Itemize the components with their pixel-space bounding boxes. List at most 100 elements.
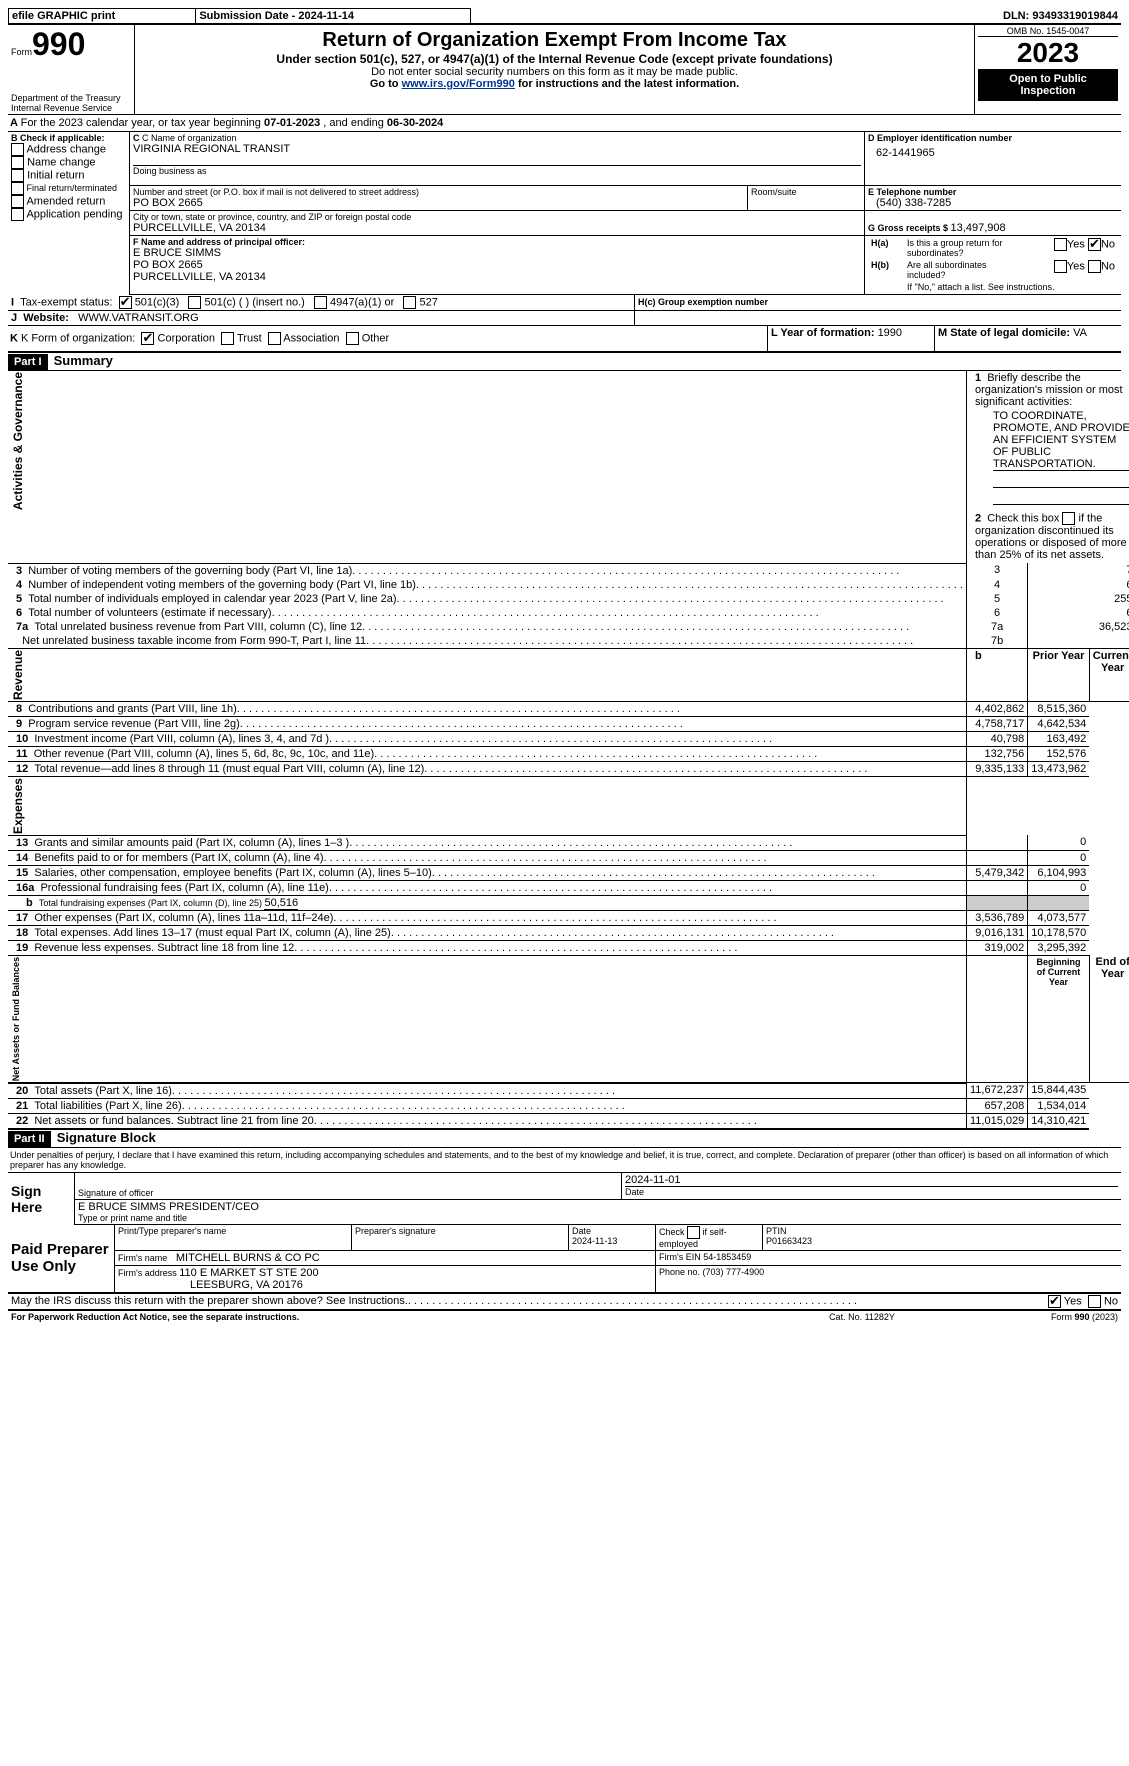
firm-name: MITCHELL BURNS & CO PC — [176, 1252, 320, 1264]
hb-label: Are all subordinates included? — [904, 259, 1022, 281]
street: PO BOX 2665 — [133, 197, 744, 209]
chk-501c3[interactable] — [119, 296, 132, 309]
discuss-yes[interactable] — [1048, 1295, 1061, 1308]
room-label: Room/suite — [748, 186, 865, 211]
col-prior: Prior Year — [1028, 648, 1090, 701]
chk-corp[interactable] — [141, 332, 154, 345]
open-inspection: Open to Public Inspection — [978, 69, 1118, 101]
city-label: City or town, state or province, country… — [133, 212, 861, 222]
box-e-label: E Telephone number — [868, 187, 1118, 197]
line-a: A For the 2023 calendar year, or tax yea… — [8, 114, 1121, 132]
ssn-warning: Do not enter social security numbers on … — [138, 66, 971, 78]
side-revenue: Revenue — [11, 650, 25, 700]
signature-table: Sign Here Signature of officer 2024-11-0… — [8, 1173, 1121, 1225]
chk-trust[interactable] — [221, 332, 234, 345]
officer-name: E BRUCE SIMMS — [133, 247, 861, 259]
side-governance: Activities & Governance — [11, 372, 25, 510]
efile-btn[interactable]: efile GRAPHIC print — [9, 9, 196, 25]
dept-irs: Internal Revenue Service — [11, 103, 131, 113]
hb-note: If "No," attach a list. See instructions… — [904, 281, 1118, 293]
form-header: Form990 Department of the Treasury Inter… — [8, 25, 1121, 114]
part1-header: Part I Summary — [8, 353, 1121, 371]
chk-501c[interactable] — [188, 296, 201, 309]
klm-row: K K Form of organization: Corporation Tr… — [8, 326, 1121, 353]
phone: (540) 338-7285 — [868, 197, 1118, 209]
preparer-table: Paid Preparer Use Only Print/Type prepar… — [8, 1225, 1121, 1294]
discuss-no[interactable] — [1088, 1295, 1101, 1308]
top-bar: efile GRAPHIC print Submission Date - 20… — [8, 8, 1121, 25]
pp-selfemp: Check if self-employed — [656, 1225, 763, 1251]
ein: 62-1441965 — [868, 143, 1118, 159]
col-begin: Beginning of Current Year — [1028, 955, 1090, 1083]
firm-addr2: LEESBURG, VA 20176 — [118, 1279, 303, 1291]
side-netassets: Net Assets or Fund Balances — [11, 957, 21, 1081]
paid-preparer: Paid Preparer Use Only — [8, 1225, 115, 1293]
form-number: 990 — [32, 26, 85, 62]
side-expenses: Expenses — [11, 778, 25, 834]
chk-other[interactable] — [346, 332, 359, 345]
street-label: Number and street (or P.O. box if mail i… — [133, 187, 744, 197]
ha-no[interactable] — [1088, 238, 1101, 251]
footer: For Paperwork Reduction Act Notice, see … — [8, 1311, 1121, 1323]
part2-header: Part II Signature Block — [8, 1130, 1121, 1148]
sig-officer-label: Signature of officer — [78, 1188, 618, 1198]
chk-application-pending[interactable]: Application pending — [11, 208, 126, 221]
chk-amended-return[interactable]: Amended return — [11, 195, 126, 208]
officer-addr2: PURCELLVILLE, VA 20134 — [133, 271, 861, 283]
box-d-label: D Employer identification number — [868, 133, 1118, 143]
dba-label: Doing business as — [133, 165, 861, 176]
hc: H(c) Group exemption number — [635, 295, 1122, 311]
box-c-name-label: C C Name of organization — [133, 133, 861, 143]
form-footer: Form 990 (2023) — [965, 1311, 1121, 1323]
dln: DLN: 93493319019844 — [915, 9, 1121, 25]
dept-treasury: Department of the Treasury — [11, 93, 131, 103]
hb-yes[interactable] — [1054, 260, 1067, 273]
pp-name-label: Print/Type preparer's name — [115, 1225, 352, 1251]
chk-selfemp[interactable] — [687, 1226, 700, 1239]
ptin: P01663423 — [766, 1236, 812, 1246]
hb-no[interactable] — [1088, 260, 1101, 273]
firm-ein: 54-1853459 — [703, 1252, 751, 1262]
form-title: Return of Organization Exempt From Incom… — [138, 29, 971, 52]
website-label: Website: — [23, 312, 72, 324]
ha-yes[interactable] — [1054, 238, 1067, 251]
chk-address-change[interactable]: Address change — [11, 143, 126, 156]
website-value: WWW.VATRANSIT.ORG — [78, 312, 199, 324]
officer-addr1: PO BOX 2665 — [133, 259, 861, 271]
declaration: Under penalties of perjury, I declare th… — [8, 1148, 1121, 1173]
chk-527[interactable] — [403, 296, 416, 309]
discuss-row: May the IRS discuss this return with the… — [8, 1294, 1121, 1311]
mission-text: TO COORDINATE, PROMOTE, AND PROVIDE AN E… — [993, 410, 1129, 471]
form-subtitle: Under section 501(c), 527, or 4947(a)(1)… — [138, 52, 971, 66]
chk-assoc[interactable] — [268, 332, 281, 345]
state-domicile: VA — [1073, 327, 1087, 339]
chk-final-return[interactable]: Final return/terminated — [11, 182, 126, 195]
omb-number: OMB No. 1545-0047 — [978, 26, 1118, 37]
city: PURCELLVILLE, VA 20134 — [133, 222, 861, 234]
form-label: Form — [11, 47, 32, 57]
entity-block: B Check if applicable: Address change Na… — [8, 132, 1121, 295]
ha-label: Is this a group return for subordinates? — [904, 237, 1022, 259]
status-website: I Tax-exempt status: 501(c)(3) 501(c) ( … — [8, 295, 1121, 326]
irs-link[interactable]: www.irs.gov/Form990 — [402, 78, 515, 90]
year-formation: 1990 — [878, 327, 902, 339]
pp-sig-label: Preparer's signature — [352, 1225, 569, 1251]
chk-name-change[interactable]: Name change — [11, 156, 126, 169]
l16b-val: 50,516 — [264, 897, 298, 910]
firm-phone: (703) 777-4900 — [703, 1267, 765, 1277]
goto-link-row: Go to www.irs.gov/Form990 for instructio… — [138, 78, 971, 90]
org-name: VIRGINIA REGIONAL TRANSIT — [133, 143, 861, 155]
part1-table: Activities & Governance 1 Briefly descri… — [8, 371, 1129, 1130]
cat-no: Cat. No. 11282Y — [759, 1311, 965, 1323]
officer-typed: E BRUCE SIMMS PRESIDENT/CEO — [78, 1201, 1118, 1213]
col-end: End of Year — [1089, 955, 1129, 1083]
chk-discontinued[interactable] — [1062, 512, 1075, 525]
chk-4947[interactable] — [314, 296, 327, 309]
gross-receipts: 13,497,908 — [951, 222, 1006, 234]
orgform-label: K Form of organization: — [21, 332, 135, 344]
sign-here: Sign Here — [8, 1173, 75, 1225]
box-g-label: G Gross receipts $ — [868, 223, 951, 233]
chk-initial-return[interactable]: Initial return — [11, 169, 126, 182]
box-b-label: B Check if applicable: — [11, 133, 126, 143]
pp-date: 2024-11-13 — [572, 1236, 617, 1246]
